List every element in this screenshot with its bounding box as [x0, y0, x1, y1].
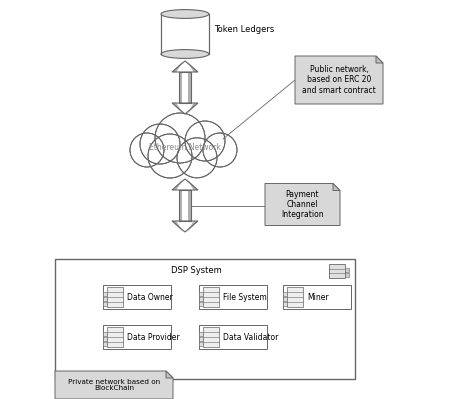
FancyBboxPatch shape — [203, 327, 219, 347]
FancyBboxPatch shape — [283, 285, 351, 309]
Circle shape — [204, 134, 236, 166]
Polygon shape — [166, 371, 173, 378]
FancyBboxPatch shape — [329, 264, 345, 278]
FancyBboxPatch shape — [345, 269, 349, 273]
FancyBboxPatch shape — [103, 285, 171, 309]
FancyBboxPatch shape — [203, 287, 219, 307]
Polygon shape — [333, 184, 340, 190]
Text: Ethereum Network: Ethereum Network — [149, 142, 221, 152]
Polygon shape — [176, 61, 193, 72]
FancyBboxPatch shape — [161, 14, 209, 54]
FancyBboxPatch shape — [287, 287, 303, 307]
Polygon shape — [172, 103, 183, 114]
Circle shape — [131, 134, 163, 166]
FancyBboxPatch shape — [283, 296, 287, 300]
Circle shape — [149, 135, 191, 177]
Text: Payment
Channel
Integration: Payment Channel Integration — [281, 190, 324, 219]
FancyBboxPatch shape — [182, 190, 188, 221]
FancyBboxPatch shape — [199, 336, 203, 340]
FancyBboxPatch shape — [179, 190, 182, 221]
FancyBboxPatch shape — [103, 325, 171, 349]
FancyBboxPatch shape — [107, 287, 123, 307]
Polygon shape — [55, 371, 173, 399]
Polygon shape — [187, 221, 198, 232]
Text: Data Owner: Data Owner — [127, 292, 173, 302]
FancyBboxPatch shape — [199, 285, 267, 309]
Circle shape — [130, 133, 164, 167]
Polygon shape — [187, 61, 198, 72]
Polygon shape — [187, 179, 198, 190]
Polygon shape — [172, 221, 183, 232]
FancyBboxPatch shape — [103, 296, 107, 300]
Circle shape — [203, 133, 237, 167]
FancyBboxPatch shape — [103, 342, 107, 346]
Text: Data Validator: Data Validator — [223, 332, 278, 342]
Text: Token Ledgers: Token Ledgers — [214, 26, 274, 34]
Text: DSP System: DSP System — [171, 266, 221, 275]
Text: Miner: Miner — [307, 292, 328, 302]
Polygon shape — [176, 221, 193, 232]
FancyBboxPatch shape — [199, 325, 267, 349]
Polygon shape — [376, 56, 383, 63]
Polygon shape — [172, 61, 183, 72]
Text: Data Provider: Data Provider — [127, 332, 180, 342]
Text: Private network based on
BlockChain: Private network based on BlockChain — [68, 379, 160, 391]
Circle shape — [177, 138, 217, 178]
FancyBboxPatch shape — [103, 292, 107, 296]
Circle shape — [178, 139, 216, 177]
FancyBboxPatch shape — [55, 259, 355, 379]
FancyBboxPatch shape — [199, 332, 203, 336]
Text: File System: File System — [223, 292, 267, 302]
Polygon shape — [172, 179, 183, 190]
Circle shape — [148, 134, 192, 178]
FancyBboxPatch shape — [199, 342, 203, 346]
Ellipse shape — [161, 10, 209, 18]
Polygon shape — [265, 184, 340, 225]
FancyBboxPatch shape — [199, 302, 203, 306]
FancyBboxPatch shape — [199, 292, 203, 296]
Circle shape — [140, 124, 180, 164]
Polygon shape — [187, 103, 198, 114]
FancyBboxPatch shape — [103, 336, 107, 340]
Polygon shape — [295, 56, 383, 104]
FancyBboxPatch shape — [103, 302, 107, 306]
Text: Public network,
based on ERC 20
and smart contract: Public network, based on ERC 20 and smar… — [302, 65, 376, 95]
FancyBboxPatch shape — [345, 273, 349, 277]
Polygon shape — [176, 179, 193, 190]
FancyBboxPatch shape — [283, 292, 287, 296]
FancyBboxPatch shape — [103, 332, 107, 336]
FancyBboxPatch shape — [188, 72, 191, 103]
FancyBboxPatch shape — [182, 72, 188, 103]
FancyBboxPatch shape — [179, 72, 182, 103]
Circle shape — [185, 121, 225, 161]
Circle shape — [155, 113, 205, 163]
FancyBboxPatch shape — [199, 296, 203, 300]
Ellipse shape — [161, 49, 209, 58]
Circle shape — [141, 125, 179, 163]
FancyBboxPatch shape — [283, 302, 287, 306]
Circle shape — [186, 122, 224, 160]
FancyBboxPatch shape — [107, 327, 123, 347]
FancyBboxPatch shape — [188, 190, 191, 221]
Polygon shape — [176, 103, 193, 114]
Circle shape — [156, 114, 204, 162]
